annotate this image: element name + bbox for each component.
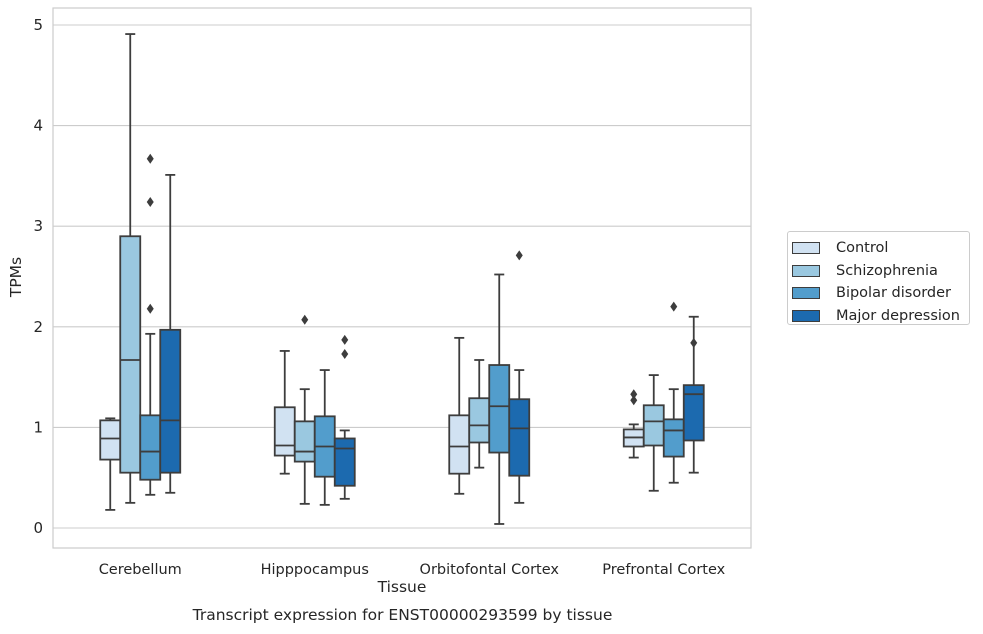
box-bipolar-disorder bbox=[662, 418, 685, 458]
box-bipolar-disorder bbox=[488, 364, 511, 454]
x-tick-label: Cerebellum bbox=[99, 562, 182, 578]
outlier-control bbox=[630, 389, 638, 400]
legend-item-bipolar-disorder: Bipolar disorder bbox=[792, 282, 969, 305]
outlier-schizophrenia bbox=[301, 314, 309, 325]
box-control bbox=[273, 406, 296, 457]
outlier-bipolar-disorder bbox=[670, 301, 678, 312]
y-tick-label: 2 bbox=[33, 318, 43, 336]
legend-label-bipolar-disorder: Bipolar disorder bbox=[836, 285, 951, 302]
y-tick-label: 1 bbox=[33, 418, 43, 436]
x-tick-label: Prefrontal Cortex bbox=[602, 562, 725, 578]
legend-label-schizophrenia: Schizophrenia bbox=[836, 262, 938, 279]
box-control bbox=[99, 419, 122, 461]
box-major-depression bbox=[159, 328, 182, 474]
legend-swatch-control bbox=[792, 242, 820, 255]
y-tick-label: 3 bbox=[33, 217, 43, 235]
outlier-major-depression bbox=[341, 334, 349, 345]
legend-label-major-depression: Major depression bbox=[836, 307, 960, 324]
legend: Control Schizophrenia Bipolar disorder M… bbox=[787, 231, 970, 325]
x-axis-label: Tissue bbox=[377, 578, 427, 596]
box-bipolar-disorder bbox=[139, 414, 162, 481]
legend-item-control: Control bbox=[792, 237, 969, 260]
x-tick-label: Orbitofontal Cortex bbox=[420, 562, 560, 578]
outlier-bipolar-disorder bbox=[146, 153, 154, 164]
outlier-major-depression bbox=[515, 250, 523, 261]
legend-label-control: Control bbox=[836, 240, 889, 257]
legend-swatch-major-depression bbox=[792, 309, 820, 322]
box-schizophrenia bbox=[119, 235, 142, 474]
outlier-major-depression bbox=[690, 337, 698, 348]
outlier-major-depression bbox=[341, 348, 349, 359]
legend-swatch-schizophrenia bbox=[792, 264, 820, 277]
box-schizophrenia bbox=[642, 404, 665, 447]
box-major-depression bbox=[508, 398, 531, 477]
legend-item-schizophrenia: Schizophrenia bbox=[792, 260, 969, 283]
y-tick-label: 0 bbox=[33, 519, 43, 537]
legend-swatch-bipolar-disorder bbox=[792, 287, 820, 300]
box-major-depression bbox=[333, 437, 356, 487]
x-tick-label: Hipppocampus bbox=[261, 562, 369, 578]
y-tick-label: 4 bbox=[33, 117, 43, 135]
outlier-bipolar-disorder bbox=[146, 197, 154, 208]
y-axis-label: TPMs bbox=[7, 256, 25, 298]
chart-caption: Transcript expression for ENST0000029359… bbox=[192, 606, 613, 624]
y-tick-label: 5 bbox=[33, 16, 43, 34]
box-schizophrenia bbox=[293, 420, 316, 463]
outlier-bipolar-disorder bbox=[146, 303, 154, 314]
outlier-control bbox=[630, 395, 638, 406]
box-major-depression bbox=[682, 384, 705, 442]
box-schizophrenia bbox=[468, 397, 491, 444]
box-control bbox=[448, 414, 471, 475]
legend-item-major-depression: Major depression bbox=[792, 305, 969, 328]
